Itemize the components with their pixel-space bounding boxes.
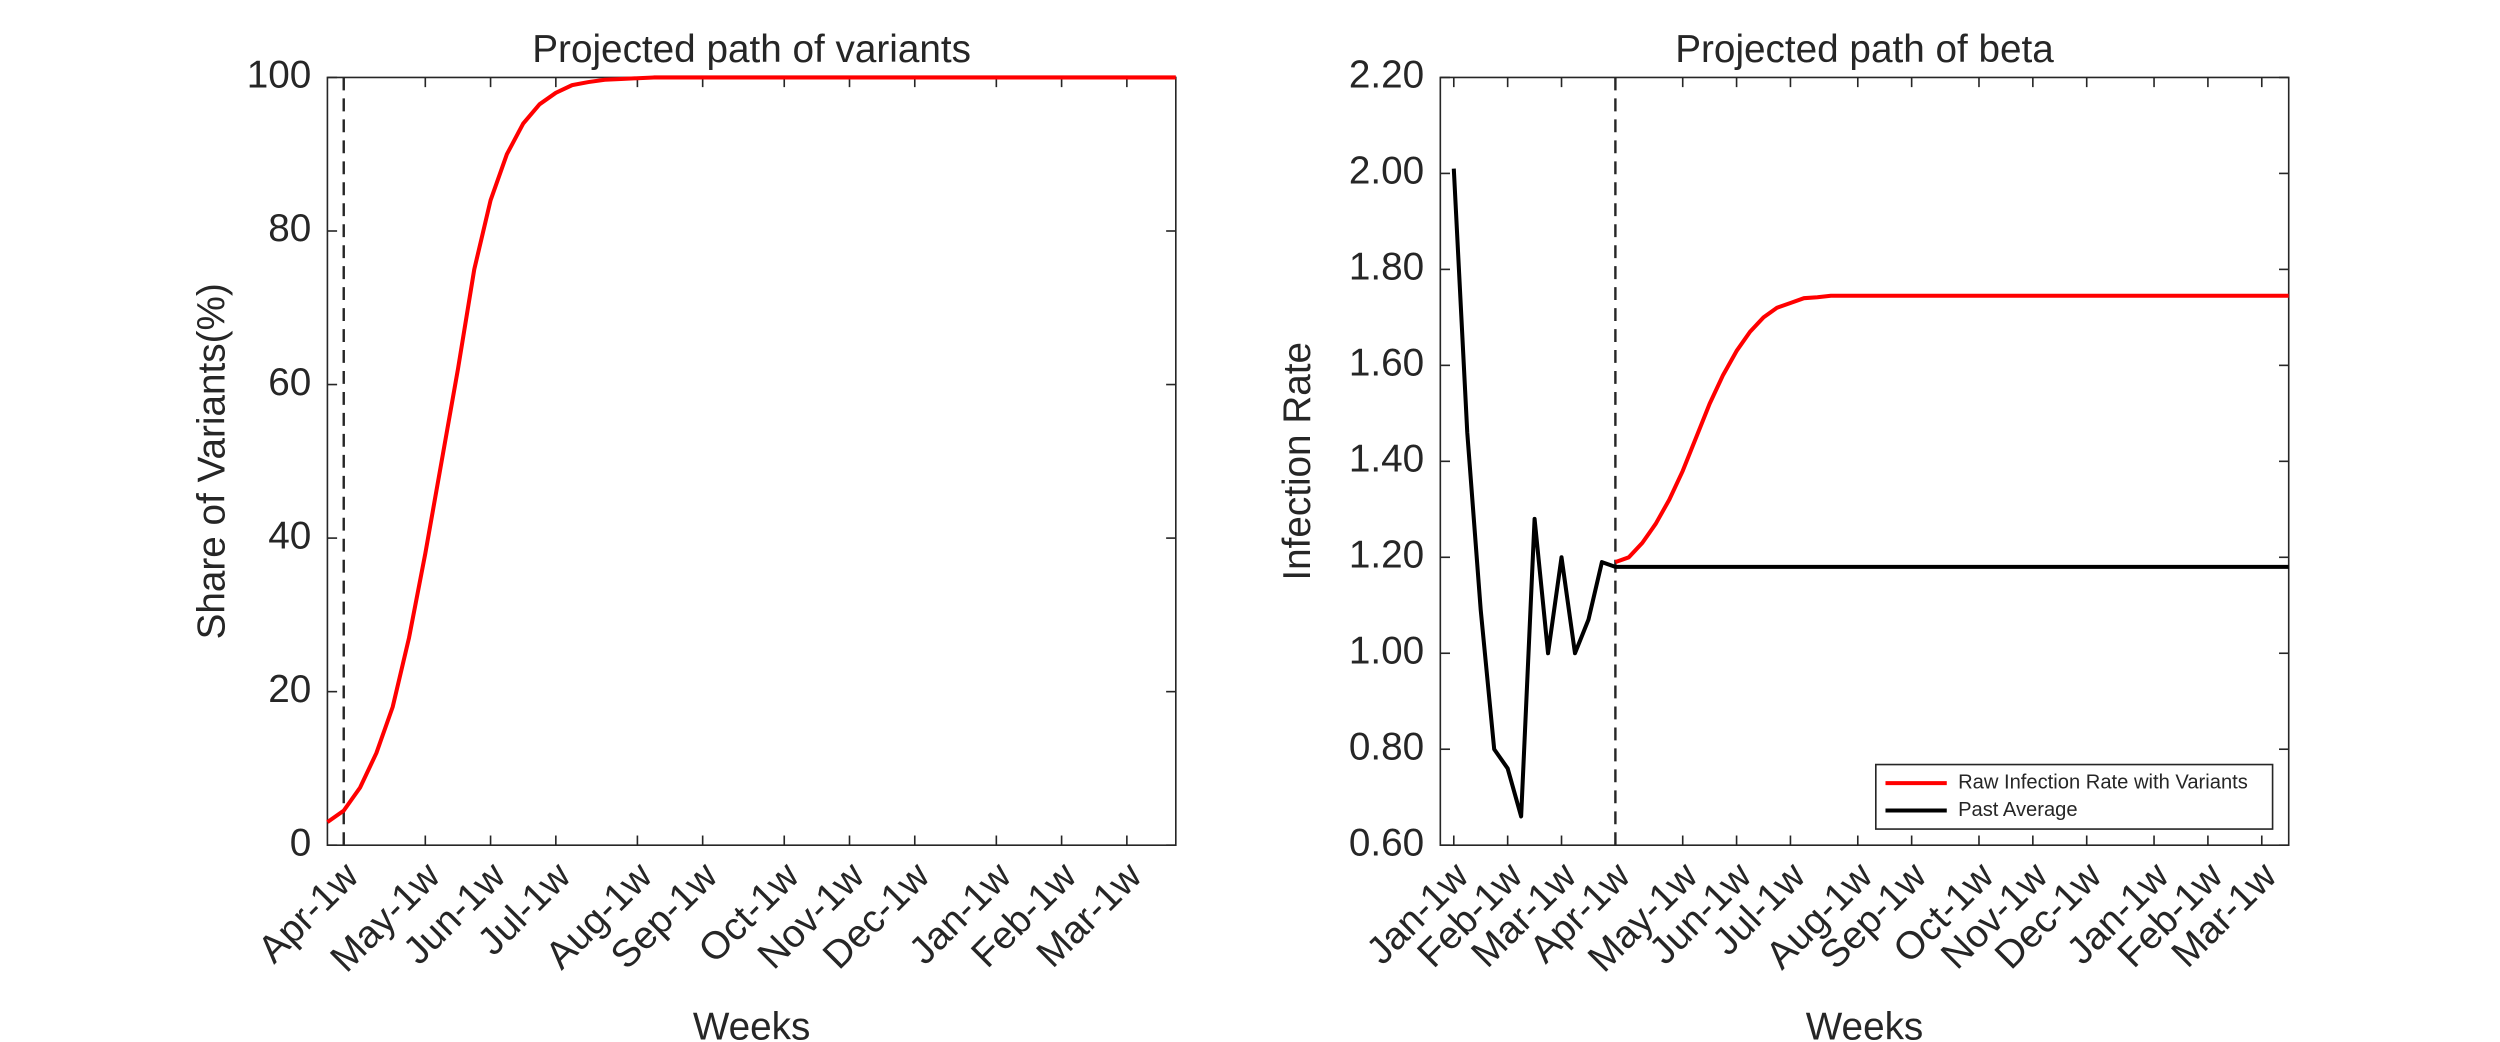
y-tick-label: 0.80 (1349, 725, 1424, 768)
y-axis-label: Share of Variants(%) (191, 283, 234, 639)
legend: Raw Infection Rate with Variants Past Ave… (1874, 763, 2274, 830)
y-tick-label: 1.40 (1349, 438, 1424, 481)
y-tick-label: 80 (268, 207, 311, 250)
data-line (326, 75, 1176, 824)
legend-label: Raw Infection Rate with Variants (1958, 771, 2248, 793)
y-tick-label: 2.20 (1349, 54, 1424, 97)
y-tick-label: 40 (268, 514, 311, 557)
y-tick-label: 1.80 (1349, 246, 1424, 289)
y-tick-label: 60 (268, 361, 311, 404)
chart-title: Projected path of variants (532, 28, 971, 71)
data-line (1614, 293, 2289, 564)
y-tick-label: 20 (268, 668, 311, 711)
chart-title: Projected path of beta (1675, 28, 2054, 71)
legend-label: Past Average (1958, 799, 2078, 821)
y-tick-label: 2.00 (1349, 150, 1424, 193)
y-tick-label: 1.20 (1349, 534, 1424, 577)
y-tick-label: 100 (247, 54, 312, 97)
y-tick-label: 1.60 (1349, 342, 1424, 385)
x-axis-label: Weeks (1806, 1005, 1924, 1042)
plot-area (1439, 76, 2290, 846)
legend-box (1874, 763, 2274, 830)
y-tick-label: 0.60 (1349, 821, 1424, 864)
y-axis-label: Infection Rate (1276, 342, 1319, 581)
data-line (1451, 168, 2289, 819)
plot-area (326, 76, 1177, 846)
y-tick-label: 1.00 (1349, 629, 1424, 672)
y-tick-label: 0 (290, 821, 312, 864)
x-axis-label: Weeks (693, 1005, 811, 1042)
